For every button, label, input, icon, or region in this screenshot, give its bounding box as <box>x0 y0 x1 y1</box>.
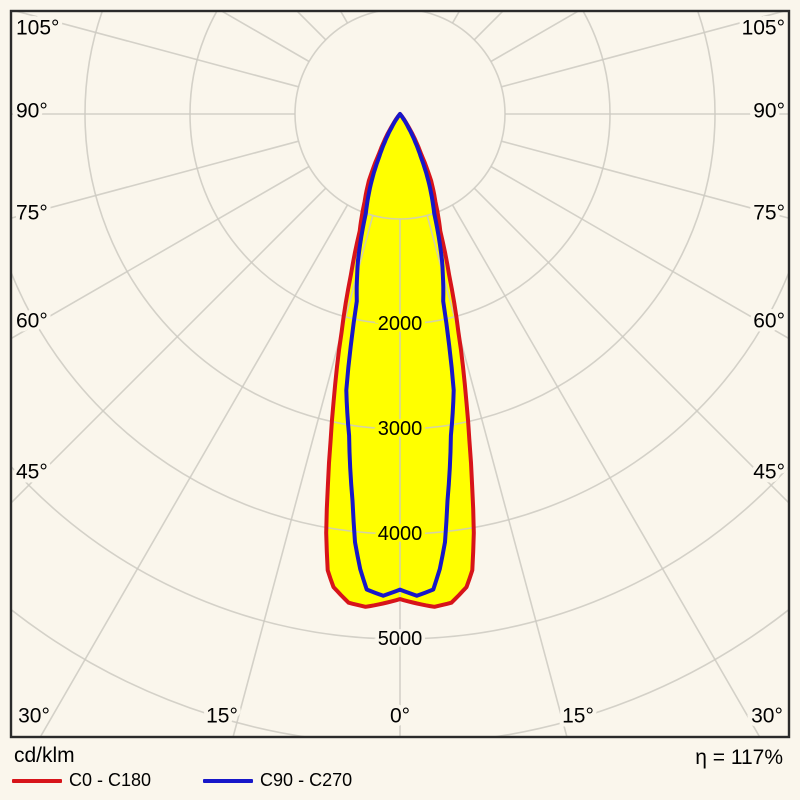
legend-swatch-blue-line <box>203 778 254 783</box>
angle-tick-label: 90° <box>16 100 48 123</box>
ring-value-label: 2000 <box>378 313 423 335</box>
polar-grid-radial-line <box>473 187 789 505</box>
curve-c90-c270 <box>344 112 456 598</box>
polar-grid-radial-line <box>451 204 761 737</box>
efficiency-value: η = 117% <box>695 746 783 769</box>
ring-value-label: 3000 <box>378 418 423 440</box>
ring-value-label: 5000 <box>378 628 423 650</box>
polar-grid-radial-line <box>39 204 349 737</box>
angle-tick-label: 105° <box>742 17 785 40</box>
polar-grid-radial-line <box>11 140 299 220</box>
angle-tick-label: 45° <box>16 461 48 484</box>
polar-grid-radial-line <box>12 11 299 88</box>
angle-tick-label: 60° <box>753 310 785 333</box>
ring-value-label: 4000 <box>378 523 423 545</box>
legend-entry-c0-c180: C0 - C180 <box>12 770 151 791</box>
polar-grid-radial-line <box>11 165 310 340</box>
angle-tick-label: 15° <box>562 705 594 728</box>
legend-label-c90-c270: C90 - C270 <box>260 770 353 790</box>
polar-grid-radial-line <box>501 11 788 88</box>
angle-tick-label: 75° <box>753 202 785 225</box>
legend-label-c0-c180: C0 - C180 <box>69 770 152 790</box>
polar-grid-radial-line <box>232 215 374 737</box>
angle-tick-label: 75° <box>16 202 48 225</box>
polar-grid-radial-line <box>501 140 789 220</box>
angle-tick-label: 15° <box>206 705 238 728</box>
polar-grid-radial-line <box>426 215 568 737</box>
legend: C0 - C180 C90 - C270 <box>12 770 352 791</box>
plot-frame <box>9 9 791 739</box>
angle-tick-label: 30° <box>751 705 783 728</box>
legend-entry-c90-c270: C90 - C270 <box>203 770 352 791</box>
angle-tick-label: 90° <box>753 100 785 123</box>
angle-tick-label: 0° <box>390 705 410 728</box>
polar-grid-radial-line <box>490 165 789 340</box>
polar-grid-radial-line <box>11 187 327 505</box>
angle-tick-label: 45° <box>753 461 785 484</box>
angle-tick-label: 60° <box>16 310 48 333</box>
angle-tick-label: 30° <box>18 705 50 728</box>
unit-label: cd/klm <box>14 744 75 767</box>
angle-tick-label: 105° <box>16 17 59 40</box>
legend-swatch-red-line <box>12 778 62 783</box>
